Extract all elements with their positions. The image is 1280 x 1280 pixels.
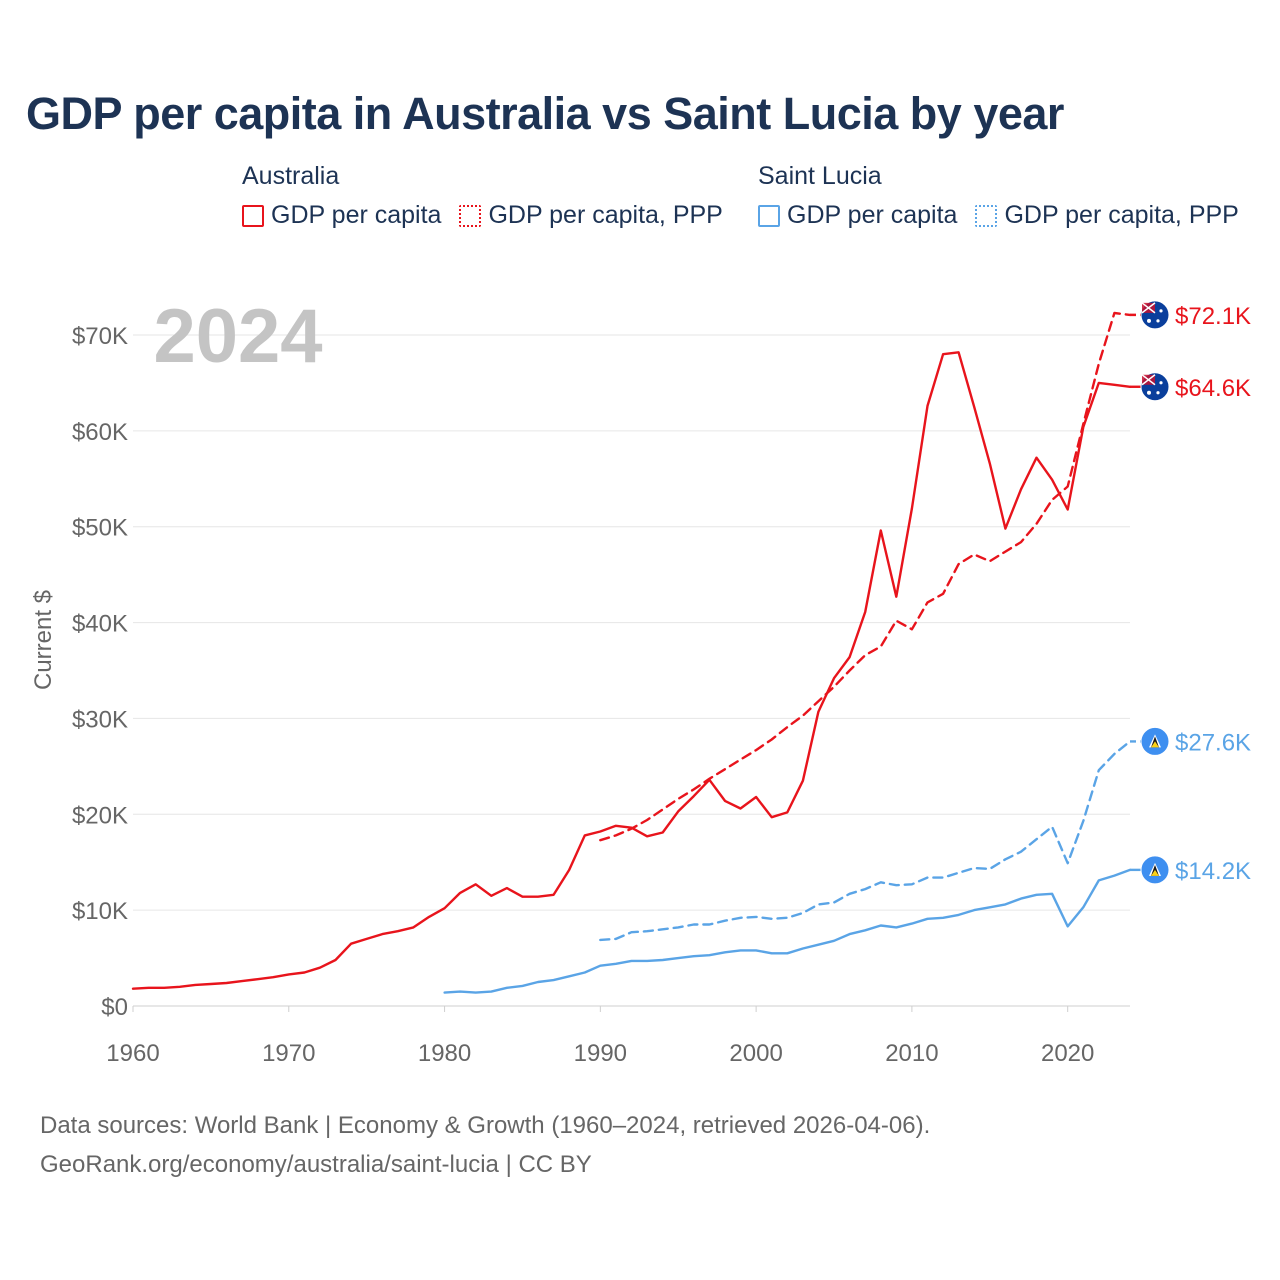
series-line-australia-gdp-per-capita-ppp bbox=[599, 311, 1132, 842]
saint-lucia-flag-icon bbox=[1140, 855, 1170, 885]
x-tick-label: 1980 bbox=[418, 1040, 471, 1067]
y-tick-label: $60K bbox=[72, 419, 128, 446]
flag-star bbox=[1156, 391, 1160, 395]
legend-item-australia-gdp[interactable]: GDP per capita bbox=[242, 201, 441, 230]
flag-star bbox=[1156, 319, 1160, 323]
series-line-australia-gdp-per-capita bbox=[131, 351, 1132, 990]
x-tick-label: 2010 bbox=[885, 1040, 938, 1067]
flag-triangle-gold bbox=[1151, 869, 1159, 876]
x-tick-label: 2000 bbox=[729, 1040, 782, 1067]
legend-country-saint-lucia: Saint Lucia bbox=[758, 162, 882, 190]
end-value-label: $72.1K bbox=[1175, 303, 1251, 330]
australia-flag-icon bbox=[1140, 300, 1170, 330]
flag-star bbox=[1159, 381, 1163, 385]
chart-title: GDP per capita in Australia vs Saint Luc… bbox=[26, 88, 1064, 139]
end-value-label: $64.6K bbox=[1175, 375, 1251, 402]
axis-ticks: $0 $10K $20K $30K $40K $50K $60K $70K 1960 1970 19… bbox=[72, 323, 1094, 1067]
series-line-saint-lucia-gdp-per-capita-ppp bbox=[599, 740, 1132, 942]
data-sources-text: Data sources: World Bank | Economy & Gro… bbox=[40, 1112, 931, 1139]
legend-label: GDP per capita bbox=[271, 201, 442, 229]
legend-swatch-solid bbox=[242, 204, 264, 227]
flag-star bbox=[1147, 318, 1151, 323]
gridlines bbox=[133, 334, 1130, 1007]
y-tick-label: $10K bbox=[72, 898, 128, 925]
saint-lucia-flag-icon bbox=[1140, 726, 1170, 756]
flag-cross bbox=[1141, 302, 1156, 314]
x-tick-label: 1970 bbox=[262, 1040, 315, 1067]
year-watermark: 2024 bbox=[153, 294, 322, 379]
flag-cross bbox=[1141, 374, 1156, 386]
x-tick-label: 1960 bbox=[106, 1040, 159, 1067]
legend-label: GDP per capita, PPP bbox=[1004, 201, 1239, 229]
flag-star bbox=[1147, 390, 1151, 395]
x-tick-label: 2020 bbox=[1041, 1040, 1094, 1067]
legend-swatch-dotted bbox=[459, 204, 482, 227]
flag-triangle-gold bbox=[1151, 741, 1159, 748]
legend-item-australia-gdp-ppp[interactable]: GDP per capita, PPP bbox=[459, 201, 723, 230]
legend-group-saint-lucia: Saint Lucia GDP per capita GDP per capit… bbox=[758, 162, 1239, 230]
y-tick-label: $0 bbox=[101, 994, 128, 1021]
legend-item-saint-lucia-gdp[interactable]: GDP per capita bbox=[758, 201, 957, 230]
legend-country-australia: Australia bbox=[242, 162, 340, 190]
y-tick-label: $70K bbox=[72, 323, 128, 350]
end-labels: $64.6K $72.1K $14.2K $27.6K bbox=[1130, 300, 1251, 885]
legend-swatch-dotted bbox=[975, 204, 998, 227]
end-value-label: $27.6K bbox=[1175, 729, 1251, 756]
source-link[interactable]: GeoRank.org/economy/australia/saint-luci… bbox=[40, 1151, 592, 1178]
series-line-saint-lucia-gdp-per-capita bbox=[443, 868, 1132, 994]
y-axis-label: Current $ bbox=[30, 590, 57, 690]
end-value-label: $14.2K bbox=[1175, 858, 1251, 885]
australia-flag-icon bbox=[1140, 372, 1170, 402]
x-tick-label: 1990 bbox=[574, 1040, 627, 1067]
y-tick-label: $50K bbox=[72, 515, 128, 542]
legend-item-saint-lucia-gdp-ppp[interactable]: GDP per capita, PPP bbox=[975, 201, 1239, 230]
legend-group-australia: Australia GDP per capita GDP per capita,… bbox=[242, 162, 723, 230]
series-lines bbox=[131, 311, 1132, 994]
y-tick-label: $30K bbox=[72, 706, 128, 733]
legend-label: GDP per capita, PPP bbox=[488, 201, 723, 229]
y-tick-label: $40K bbox=[72, 611, 128, 638]
legend-swatch-solid bbox=[758, 204, 780, 227]
y-tick-label: $20K bbox=[72, 802, 128, 829]
legend-label: GDP per capita bbox=[787, 201, 958, 229]
footer: Data sources: World Bank | Economy & Gro… bbox=[40, 1106, 930, 1184]
flag-star bbox=[1159, 309, 1163, 313]
